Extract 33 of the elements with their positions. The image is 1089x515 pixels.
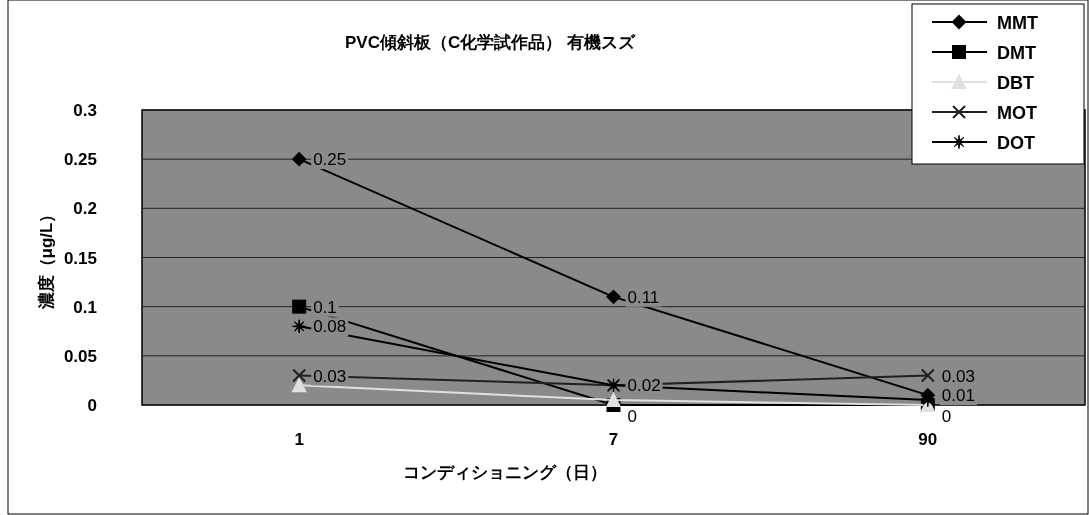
legend-label: MMT [997, 13, 1038, 33]
y-tick-label: 0.25 [63, 150, 97, 170]
legend-label: DMT [997, 43, 1036, 63]
data-label: 0.01 [941, 386, 975, 406]
data-label: 0 [627, 407, 637, 426]
data-label: 0.03 [313, 366, 347, 386]
point [292, 319, 307, 334]
point [920, 368, 935, 383]
legend-label: MOT [997, 103, 1037, 123]
y-tick-label: 0.1 [73, 297, 97, 317]
data-label: 0.25 [313, 150, 347, 170]
legend-label: DBT [997, 73, 1034, 93]
x-tick-label: 7 [608, 430, 619, 449]
data-label: 0.11 [627, 287, 660, 307]
point [292, 299, 307, 314]
data-label: 0.03 [941, 366, 975, 386]
chart-title: PVC傾斜板（C化学試作品） 有機スズ [345, 33, 636, 52]
x-axis-title: コンディショニング（日） [403, 463, 607, 482]
y-tick-label: 0.2 [73, 199, 97, 219]
x-tick-label: 1 [294, 430, 304, 449]
data-label: 0.08 [313, 317, 347, 337]
x-tick-label: 90 [918, 430, 938, 449]
data-label: 0.02 [627, 376, 661, 396]
data-label: 0.1 [313, 297, 337, 317]
legend-label: DOT [997, 133, 1035, 153]
point [292, 152, 307, 167]
y-tick-label: 0 [87, 396, 97, 415]
data-label: 0 [941, 407, 952, 426]
y-tick-label: 0.15 [63, 248, 97, 268]
point [606, 289, 621, 304]
y-tick-label: 0.05 [63, 346, 97, 366]
y-axis-title: 濃度（μg/L） [37, 205, 56, 311]
y-tick-label: 0.3 [73, 101, 97, 120]
